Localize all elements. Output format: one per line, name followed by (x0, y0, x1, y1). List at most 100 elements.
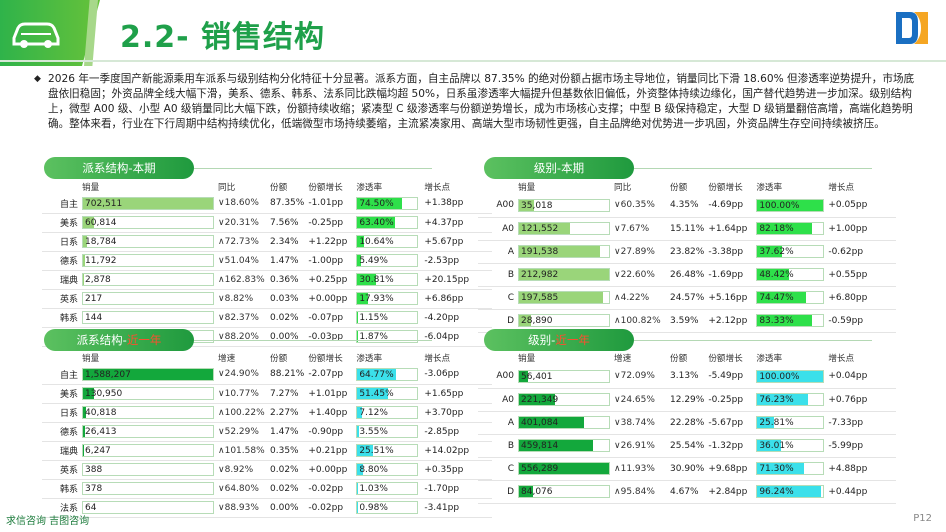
penetration-bar-fill (757, 394, 808, 405)
column-header: 销量 (82, 183, 100, 193)
share-growth-value: +0.00pp (306, 460, 355, 480)
yoy-value: ∨10.77% (216, 384, 268, 404)
column-header: 份额 (670, 183, 688, 193)
yoy-value: ∧11.93% (612, 457, 668, 481)
share-value: 2.27% (268, 403, 307, 423)
table-row: 瑞典 2,878 ∧162.83% 0.36% +0.25pp 30.81% +20.15p… (42, 270, 493, 290)
penetration-cell: 76.23% (754, 388, 827, 412)
penetration-bar-fill (357, 407, 362, 418)
sales-value: 18,784 (85, 237, 117, 247)
sales-cell: 2,878 (80, 270, 216, 290)
sales-bar-fill (519, 370, 529, 382)
growth-point-value: -0.59pp (826, 309, 897, 333)
yoy-value: ∧162.83% (216, 270, 268, 290)
sales-bar-track: 2,878 (82, 273, 214, 286)
sales-bar-fill (83, 217, 95, 228)
row-label: 美系 (42, 384, 80, 404)
page-title: 2.2- 销售结构 (120, 20, 326, 55)
panel-pill-faction-year: 派系结构-近一年 (44, 329, 194, 351)
pill-text: 级别-本期 (533, 161, 585, 175)
table-row: C 556,289 ∧11.93% 30.90% +9.68pp 71.30% +4.88p… (478, 457, 897, 481)
pill-accent-text: 近一年 (126, 333, 162, 347)
sales-cell: 26,413 (80, 422, 216, 442)
table-row: B 212,982 ∨22.60% 26.48% -1.69pp 48.42% +0.55p… (478, 263, 897, 287)
sales-bar-track: 56,401 (518, 369, 610, 383)
sales-value: 217 (85, 294, 103, 304)
sales-cell: 56,401 (516, 365, 612, 389)
header-blank (42, 351, 80, 365)
penetration-bar-track: 8.80% (356, 463, 419, 476)
yoy-value: ∧101.58% (216, 441, 268, 461)
sales-bar-track: 221,349 (518, 393, 610, 406)
penetration-value: 96.24% (759, 487, 794, 497)
share-value: 1.47% (268, 422, 307, 442)
sales-bar-fill (83, 197, 213, 209)
sales-value: 556,289 (521, 464, 559, 474)
column-header: 增长点 (424, 354, 451, 364)
penetration-cell: 25.51% (354, 441, 423, 461)
penetration-value: 17.93% (359, 294, 394, 304)
penetration-value: 36.01% (759, 441, 794, 451)
diamond-bullet-icon: ◆ (34, 74, 41, 84)
sales-value: 64 (85, 503, 97, 513)
penetration-bar-fill (357, 445, 373, 456)
footer-page: P12 (913, 513, 932, 524)
penetration-value: 25.51% (359, 446, 394, 456)
header-bar: 2.2- 销售结构 (0, 0, 946, 66)
share-value: 4.67% (668, 480, 707, 504)
sales-cell: 40,818 (80, 403, 216, 423)
penetration-bar-fill (757, 370, 824, 382)
sales-bar-track: 130,950 (82, 387, 214, 400)
column-header: 销量 (518, 354, 536, 364)
penetration-value: 10.64% (359, 237, 394, 247)
brand-logo-icon (896, 12, 928, 44)
penetration-bar-track: 10.64% (356, 235, 419, 248)
penetration-bar-track: 1.87% (356, 330, 419, 343)
pill-text: 级别- (528, 333, 556, 347)
growth-point-value: +4.88pp (826, 457, 897, 481)
sales-bar-track: 11,792 (82, 254, 214, 267)
share-value: 23.82% (668, 240, 707, 264)
yoy-value: ∨8.82% (216, 289, 268, 309)
yoy-value: ∨20.31% (216, 213, 268, 233)
row-label: 瑞典 (42, 270, 80, 290)
sales-bar-fill (519, 417, 584, 428)
sales-cell: 221,349 (516, 388, 612, 412)
column-header: 增长点 (828, 354, 855, 364)
penetration-bar-fill (357, 464, 363, 475)
penetration-cell: 48.42% (754, 263, 827, 287)
penetration-cell: 64.77% (354, 365, 423, 385)
share-growth-value: -0.07pp (306, 308, 355, 328)
table-faction-year: 销量 增速 份额 份额增长 渗透率 增长点 自主 1,588,207 ∨24.90% 88.21%… (42, 351, 493, 518)
row-label: 自主 (42, 365, 80, 385)
penetration-bar-track: 36.01% (756, 439, 825, 452)
growth-point-value: +5.67pp (422, 232, 493, 252)
sales-value: 40,818 (85, 408, 117, 418)
column-header: 增速 (614, 354, 632, 364)
row-label: A0 (478, 217, 516, 241)
sales-cell: 130,950 (80, 384, 216, 404)
sales-cell: 11,792 (80, 251, 216, 271)
penetration-bar-fill (357, 483, 358, 494)
growth-point-value: +3.70pp (422, 403, 493, 423)
sales-bar-fill (83, 274, 84, 285)
sales-value: 11,792 (85, 256, 117, 266)
share-value: 15.11% (668, 217, 707, 241)
sales-bar-track: 121,552 (518, 222, 610, 235)
header-blank (478, 180, 516, 194)
sales-bar-fill (519, 223, 571, 234)
sales-bar-fill (83, 407, 87, 418)
sales-bar-fill (519, 269, 609, 280)
penetration-bar-fill (357, 255, 361, 266)
growth-point-value: +0.04pp (826, 365, 897, 389)
share-value: 0.03% (268, 289, 307, 309)
sales-bar-track: 197,585 (518, 291, 610, 304)
penetration-value: 0.98% (359, 503, 388, 513)
sales-bar-track: 84,076 (518, 485, 610, 498)
growth-point-value: -2.85pp (422, 422, 493, 442)
share-growth-value: +2.12pp (706, 309, 755, 333)
penetration-cell: 30.81% (354, 270, 423, 290)
penetration-value: 82.18% (759, 224, 794, 234)
sales-bar-track: 28,890 (518, 314, 610, 327)
growth-point-value: -7.33pp (826, 411, 897, 435)
